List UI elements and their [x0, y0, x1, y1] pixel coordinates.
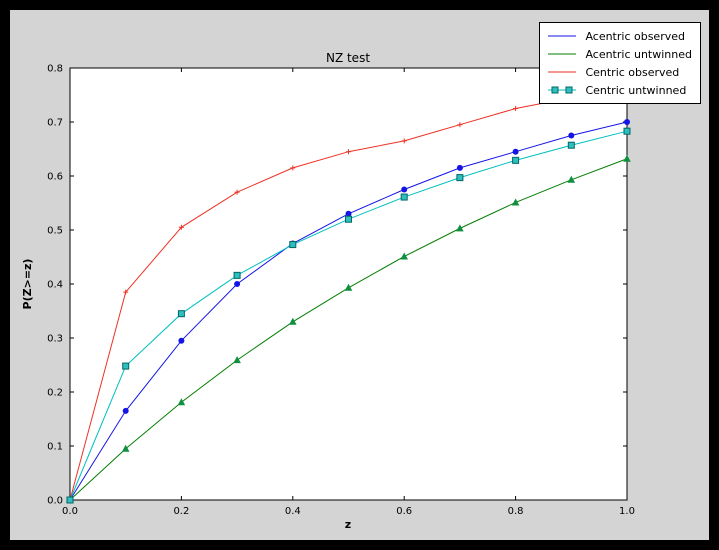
marker: [345, 210, 352, 217]
legend-sample-line: [548, 86, 577, 94]
marker: [400, 193, 408, 201]
y-tick-label: 0.8: [47, 64, 63, 75]
x-tick-label: 0.4: [285, 506, 301, 517]
y-tick-label: 0.5: [47, 226, 63, 237]
legend-item-acentric-observed: Acentric observed: [546, 27, 692, 45]
marker: [567, 175, 576, 183]
legend-label: Centric untwinned: [585, 83, 687, 97]
y-tick-label: 0.2: [47, 388, 63, 399]
legend-label: Acentric observed: [585, 29, 685, 43]
legend-item-centric-observed: Centric observed: [546, 63, 692, 81]
legend: Acentric observed Acentric untwinned Centr…: [539, 22, 701, 104]
marker: [122, 362, 130, 370]
marker: [233, 271, 241, 279]
marker: [623, 154, 631, 162]
x-tick-label: 1.0: [619, 506, 635, 517]
marker: [66, 496, 74, 504]
marker: [567, 141, 575, 149]
marker: [511, 198, 520, 206]
marker: [178, 337, 185, 344]
marker: [122, 407, 129, 414]
marker: [121, 444, 130, 452]
y-tick-label: 0.4: [47, 280, 63, 291]
marker: [177, 310, 185, 318]
marker: [624, 119, 630, 125]
marker: [456, 174, 464, 182]
marker: [456, 224, 464, 232]
y-tick-label: 0.7: [47, 118, 63, 129]
chart-canvas: 0.0 0.2 0.4 0.6 0.8 1.0 0.0 0.1 0.2 0.3 0.4 0.5 0.6 0…: [21, 51, 635, 531]
marker: [551, 86, 559, 94]
marker: [177, 398, 186, 406]
marker: [344, 283, 353, 291]
marker: [565, 86, 573, 94]
y-tick-label: 0.0: [47, 496, 63, 507]
x-axis-label: z: [345, 518, 351, 531]
marker: [233, 356, 241, 364]
y-tick-label: 0.3: [47, 334, 63, 345]
legend-sample-line: [548, 71, 577, 73]
legend-label: Acentric untwinned: [585, 47, 692, 61]
legend-item-centric-untwinned: Centric untwinned: [546, 81, 692, 99]
chart-title: NZ test: [326, 51, 370, 65]
marker: [401, 186, 408, 193]
series-centric-untwinned: [66, 127, 631, 504]
marker: [345, 215, 352, 223]
marker: [456, 164, 463, 171]
y-axis-label: P(Z>=z): [21, 259, 34, 310]
legend-item-acentric-untwinned: Acentric untwinned: [546, 45, 692, 63]
legend-sample-line: [548, 53, 577, 55]
y-tick-label: 0.1: [47, 442, 63, 453]
marker: [234, 281, 241, 287]
x-tick-label: 0.8: [508, 506, 524, 517]
chart-figure: 0.0 0.2 0.4 0.6 0.8 1.0 0.0 0.1 0.2 0.3 0.4 0.5 0.6 0…: [10, 10, 709, 540]
y-tick-label: 0.6: [47, 172, 63, 183]
marker: [289, 241, 297, 249]
marker: [568, 132, 575, 139]
legend-label: Centric observed: [585, 65, 680, 79]
marker: [400, 252, 408, 260]
legend-sample-line: [548, 35, 577, 37]
x-tick-label: 0.0: [62, 506, 78, 517]
marker: [512, 156, 520, 164]
marker: [289, 317, 297, 325]
marker: [512, 148, 519, 155]
x-tick-label: 0.2: [173, 506, 189, 517]
x-tick-label: 0.6: [396, 506, 412, 517]
marker: [623, 127, 631, 135]
